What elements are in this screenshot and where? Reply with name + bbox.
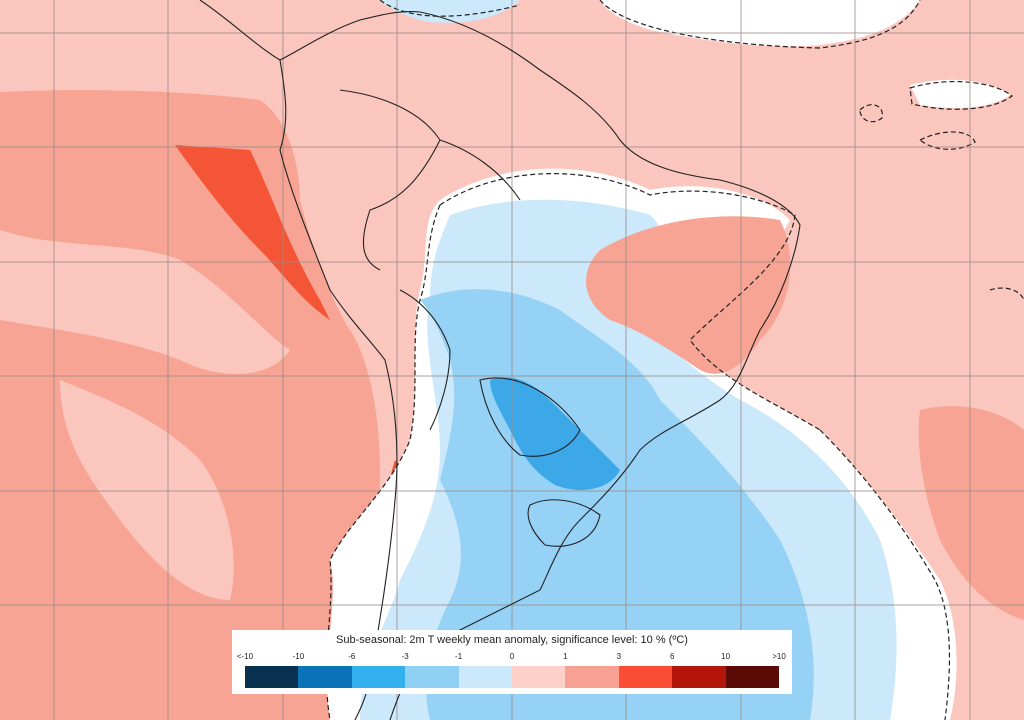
legend-tick-label: -6 xyxy=(348,652,356,661)
pacific-light-patch-2 xyxy=(60,380,234,600)
pacific-light-patch xyxy=(0,230,290,374)
legend-swatch xyxy=(405,666,460,688)
atlantic-cool-patch-1 xyxy=(380,0,520,23)
legend-swatch xyxy=(565,666,620,688)
legend-tick-label: -3 xyxy=(401,652,409,661)
colorbar-legend: Sub-seasonal: 2m T weekly mean anomaly, … xyxy=(232,630,792,694)
legend-tick-label: -10 xyxy=(292,652,305,661)
legend-swatch xyxy=(351,666,406,688)
legend-tick-label: <-10 xyxy=(236,652,254,661)
legend-swatch xyxy=(298,666,353,688)
cool-strong-region xyxy=(490,377,620,490)
legend-swatch xyxy=(618,666,673,688)
legend-swatch xyxy=(725,666,780,688)
legend-tick-label: >10 xyxy=(772,652,786,661)
atlantic-cool-patch-3 xyxy=(910,79,1010,108)
legend-swatch xyxy=(512,666,566,688)
atlantic-warm-patch xyxy=(918,406,1024,620)
legend-tick-label: 10 xyxy=(721,652,731,661)
peru-coast-warm xyxy=(175,145,330,320)
legend-swatch xyxy=(672,666,727,688)
legend-swatch xyxy=(245,666,299,688)
legend-tick-label: -1 xyxy=(455,652,463,661)
legend-tick-label: 0 xyxy=(509,652,515,661)
significance-contours xyxy=(325,0,1024,720)
legend-swatch xyxy=(458,666,513,688)
ne-brazil-warm xyxy=(586,216,791,374)
legend-tick-label: 1 xyxy=(563,652,568,661)
legend-tick-label: 6 xyxy=(669,652,675,661)
atlantic-cool-patch-2 xyxy=(600,0,920,47)
legend-title: Sub-seasonal: 2m T weekly mean anomaly, … xyxy=(336,634,688,646)
legend-tick-label: 3 xyxy=(616,652,622,661)
